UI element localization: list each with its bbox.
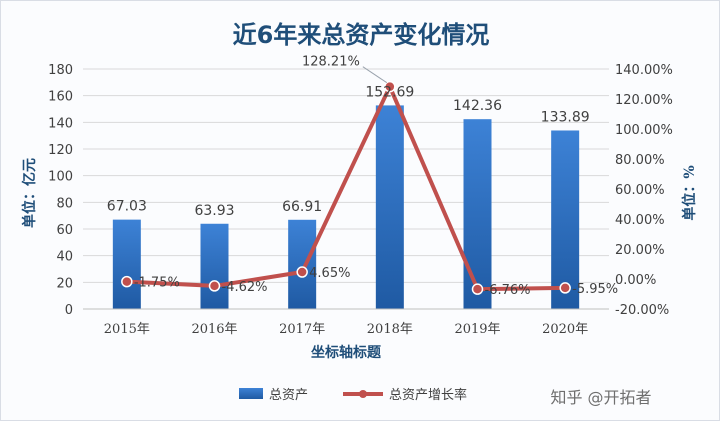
y2-tick-label: 100.00% [615,123,673,138]
bar-value-label: 142.36 [453,98,502,114]
y-tick-label: 100 [48,170,73,185]
bar-series [112,105,580,309]
y-tick-label: 120 [48,143,73,158]
y-tick-label: 60 [56,223,73,238]
bar [288,219,317,309]
bar-value-label: 67.03 [107,199,147,215]
leader-line [362,66,388,84]
y2-tick-label: 20.00% [615,243,665,258]
growth-point [208,280,221,292]
bar [551,130,580,309]
bar [112,219,141,309]
axes: 0 20 40 60 80 100 120 140 160 180 -20.00% 0.00% 20.0… [48,63,673,337]
y2-tick-label: 140.00% [615,63,673,78]
legend-swatch-bar [239,388,263,399]
y2-tick-label: 80.00% [615,153,665,168]
y2-tick-label: 60.00% [615,183,665,198]
growth-value-label: -5.95% [572,282,618,297]
y2-axis-label: 单位：% [681,165,698,220]
bar [375,105,404,309]
x-tick-label: 2016年 [191,322,237,337]
y-tick-label: 0 [65,303,73,318]
y-tick-label: 80 [56,196,73,211]
y-tick-label: 180 [48,63,73,78]
growth-point [121,275,133,288]
bar [200,223,229,309]
legend-label-line: 总资产增长率 [389,387,467,403]
x-tick-label: 2020年 [542,322,588,337]
y-tick-label: 20 [56,276,73,291]
bar-value-label: 66.91 [282,199,322,215]
data-labels: 67.03 63.93 66.91 152.69 142.36 133.89 -1.75% -… [107,55,618,298]
growth-point [471,283,484,295]
growth-point [384,80,396,93]
x-tick-label: 2017年 [279,322,325,337]
y2-tick-label: -20.00% [615,303,669,318]
bar-value-label: 63.93 [194,203,234,219]
growth-value-label: -4.62% [222,280,268,295]
legend: 总资产 总资产增长率 [239,387,467,403]
y2-tick-label: 0.00% [615,273,656,288]
growth-value-label: -1.75% [134,276,180,291]
y-tick-label: 40 [56,250,73,265]
y2-tick-label: 40.00% [615,213,665,228]
y-tick-label: 140 [48,116,73,131]
bar-value-label: 152.69 [365,84,414,100]
growth-value-label: -6.76% [485,283,531,298]
x-tick-label: 2019年 [454,322,500,337]
legend-swatch-marker [359,390,367,398]
bar [463,119,492,309]
x-tick-label: 2015年 [104,322,150,337]
bar-value-label: 133.89 [541,109,590,125]
growth-value-label: 4.65% [309,266,350,281]
x-tick-label: 2018年 [367,322,413,337]
growth-value-label: 128.21% [302,55,360,70]
watermark: 知乎 @开拓者 [550,388,651,407]
growth-line [126,84,566,292]
growth-point [296,266,308,278]
growth-point [559,282,571,294]
x-axis-label: 坐标轴标题 [311,344,382,361]
legend-label-bar: 总资产 [269,388,308,403]
y-tick-label: 160 [48,90,73,105]
chart-title: 近6年来总资产变化情况 [233,21,490,49]
y2-tick-label: 120.00% [615,93,673,108]
y-axis-label: 单位：亿元 [21,158,38,228]
line-series [121,80,571,295]
